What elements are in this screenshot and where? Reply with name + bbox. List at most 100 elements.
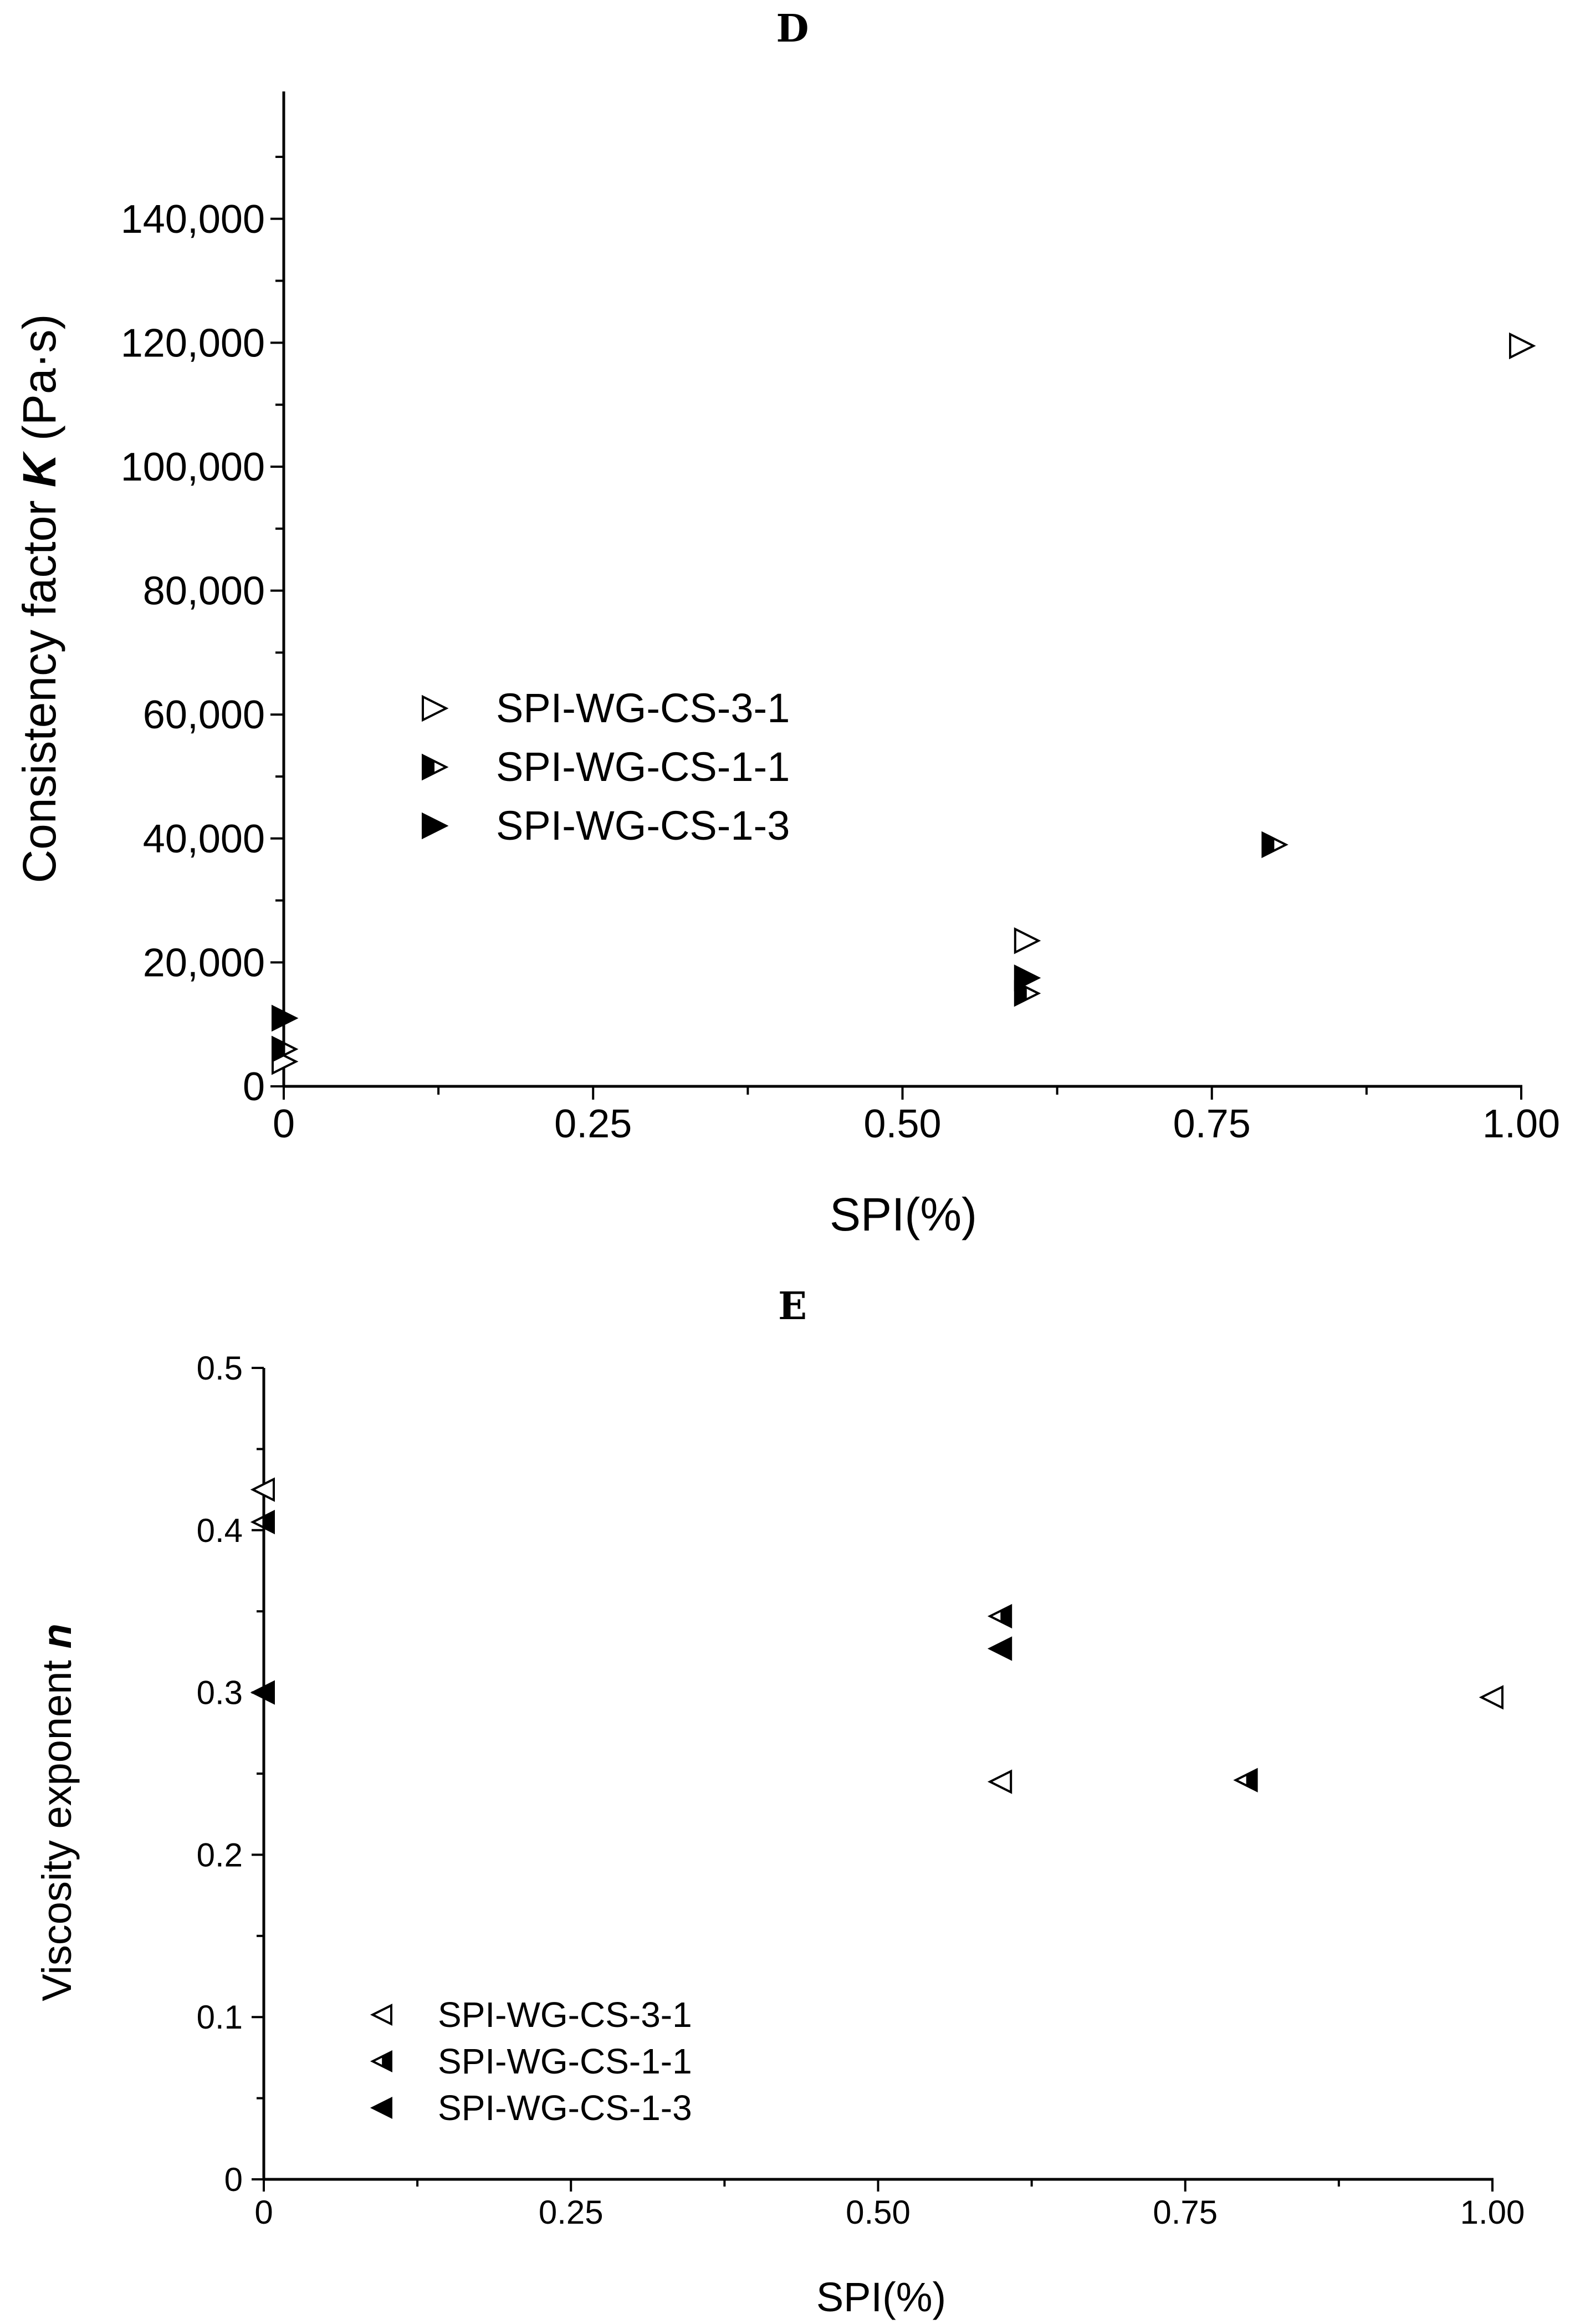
legend-marker-SPI-WG-CS-1-3-shape [370,2096,392,2119]
panel-e-x-axis-title: SPI(%) [816,2274,946,2320]
data-point-SPI-WG-CS-1-1-fill [273,1037,284,1061]
data-point-SPI-WG-CS-3-1 [1509,332,1536,360]
y-tick-label: 40,000 [143,817,265,861]
data-point-SPI-WG-CS-3-1-shape [1479,1685,1503,1710]
data-point-SPI-WG-CS-1-1-fill [1246,1769,1257,1791]
legend-marker-SPI-WG-CS-1-1-outline [370,2050,392,2073]
panel-d-y-axis-variable: K [13,451,65,487]
x-tick-label: 0.75 [1153,2194,1218,2231]
y-tick-label: 60,000 [143,693,265,737]
x-tick-label: 0 [273,1102,295,1146]
data-point-SPI-WG-CS-1-1 [987,1603,1012,1629]
data-point-SPI-WG-CS-1-1 [272,1035,299,1063]
data-point-SPI-WG-CS-1-3 [272,1004,299,1032]
panel-d-axes [282,91,1522,1088]
data-point-SPI-WG-CS-3-1 [1479,1685,1503,1710]
data-point-SPI-WG-CS-1-3-shape [1014,964,1041,992]
panel-d-title: D [776,7,809,51]
y-tick-label: 140,000 [121,197,265,242]
panel-d-y-axis-title-units: (Pa·s) [13,314,65,454]
y-tick-label: 80,000 [143,569,265,614]
data-point-SPI-WG-CS-1-1-fill [263,1511,274,1533]
data-point-SPI-WG-CS-1-3 [987,1636,1012,1661]
data-point-SPI-WG-CS-3-1-shape [250,1477,275,1502]
legend-label: SPI-WG-CS-3-1 [438,1995,692,2035]
panel-e-legend: SPI-WG-CS-3-1 SPI-WG-CS-1-1 SPI-WG-CS-1-3 [370,1995,692,2128]
panel-d-y-axis-title-prefix: Consistency factor [13,487,65,883]
x-tick-label: 1.00 [1482,1102,1560,1146]
legend-marker-SPI-WG-CS-1-1 [422,753,449,781]
data-point-SPI-WG-CS-3-1-shape [1509,332,1536,360]
legend-label: SPI-WG-CS-1-1 [438,2041,692,2081]
y-tick-label: 0.2 [197,1836,243,1873]
data-point-SPI-WG-CS-1-1-outline [987,1603,1012,1629]
legend-label: SPI-WG-CS-3-1 [496,685,790,731]
y-tick-label: 0.3 [197,1674,243,1712]
legend-marker-SPI-WG-CS-3-1 [370,2003,392,2026]
data-point-SPI-WG-CS-3-1-shape [987,1769,1012,1794]
legend-marker-SPI-WG-CS-1-3-shape [422,812,449,840]
data-point-SPI-WG-CS-1-1-outline [1233,1768,1258,1792]
data-point-SPI-WG-CS-3-1 [1014,927,1041,954]
panel-e-y-axis-variable: n [34,1623,80,1648]
panel-d-x-ticks: 0 0.25 0.50 0.75 1.00 [273,1086,1560,1146]
panel-e-y-axis-title: Viscosity exponent n [34,1623,80,2001]
x-tick-label: 1.00 [1460,2194,1525,2231]
y-tick-label: 0.1 [197,1999,243,2036]
panel-e-y-ticks: 0 0.1 0.2 0.3 0.4 0.5 [197,1350,264,2198]
legend-label: SPI-WG-CS-1-3 [438,2088,692,2128]
y-tick-label: 20,000 [143,941,265,985]
legend-marker-SPI-WG-CS-3-1-shape [422,694,449,722]
panel-e-title: E [778,1284,807,1329]
data-point-SPI-WG-CS-1-3-shape [987,1636,1012,1661]
legend-label: SPI-WG-CS-1-3 [496,803,790,849]
panel-d-legend: SPI-WG-CS-3-1 SPI-WG-CS-1-1 SPI-WG-CS-1-3 [422,685,790,849]
chart-panel-d: D 0 0.25 0.50 0.75 1.00 0 20,000 40,000 60,000 8… [13,7,1560,1240]
data-point-SPI-WG-CS-3-1 [987,1769,1012,1794]
legend-label: SPI-WG-CS-1-1 [496,744,790,790]
x-tick-label: 0 [254,2194,273,2231]
legend-marker-SPI-WG-CS-3-1-shape [370,2003,392,2026]
legend-marker-SPI-WG-CS-1-1-fill [423,755,434,779]
panel-e-x-ticks: 0 0.25 0.50 0.75 1.00 [254,2179,1525,2231]
data-point-SPI-WG-CS-1-1 [1233,1768,1258,1792]
y-tick-label: 0.4 [197,1512,243,1549]
data-point-SPI-WG-CS-1-3-shape [272,1004,299,1032]
data-point-SPI-WG-CS-1-1-fill [1262,832,1275,856]
x-tick-label: 0.50 [863,1102,941,1146]
data-point-SPI-WG-CS-1-1-outline [250,1510,275,1535]
x-tick-label: 0.75 [1173,1102,1251,1146]
y-tick-label: 120,000 [121,321,265,365]
data-point-SPI-WG-CS-1-1-outline [1014,980,1041,1007]
panel-d-y-ticks: 0 20,000 40,000 60,000 80,000 100,000 120,000 1… [121,156,284,1109]
chart-panel-e: E 0 0.25 0.50 0.75 1.00 0 0.1 0.2 0.3 0.4 0.5 SPI… [34,1284,1525,2320]
panel-d-y-axis-title: Consistency factor K (Pa·s) [13,314,65,883]
y-tick-label: 0 [224,2161,243,2198]
legend-marker-SPI-WG-CS-1-1-outline [422,753,449,781]
panel-d-x-axis-title: SPI(%) [830,1188,977,1240]
x-tick-label: 0.50 [846,2194,911,2231]
data-point-SPI-WG-CS-1-1-fill [1000,1606,1011,1627]
legend-marker-SPI-WG-CS-1-3 [370,2096,392,2119]
data-point-SPI-WG-CS-1-3-shape [250,1680,275,1705]
x-tick-label: 0.25 [539,2194,604,2231]
panel-d-data-points [272,332,1536,1075]
data-point-SPI-WG-CS-1-3 [250,1680,275,1705]
legend-marker-SPI-WG-CS-1-1 [370,2050,392,2073]
data-point-SPI-WG-CS-1-1 [250,1510,275,1535]
y-tick-label: 0 [243,1065,265,1109]
y-tick-label: 0.5 [197,1350,243,1387]
x-tick-label: 0.25 [554,1102,632,1146]
legend-marker-SPI-WG-CS-3-1 [422,694,449,722]
data-point-SPI-WG-CS-1-1-outline [1261,831,1288,859]
data-point-SPI-WG-CS-3-1-shape [1014,927,1041,954]
y-tick-label: 100,000 [121,445,265,489]
data-point-SPI-WG-CS-1-1-outline [272,1035,299,1063]
panel-e-data-points [250,1477,1503,1794]
data-point-SPI-WG-CS-1-3 [1014,964,1041,992]
panel-e-y-axis-title-prefix: Viscosity exponent [34,1648,80,2001]
data-point-SPI-WG-CS-1-1 [1261,831,1288,859]
data-point-SPI-WG-CS-3-1 [250,1477,275,1502]
legend-marker-SPI-WG-CS-1-3 [422,812,449,840]
